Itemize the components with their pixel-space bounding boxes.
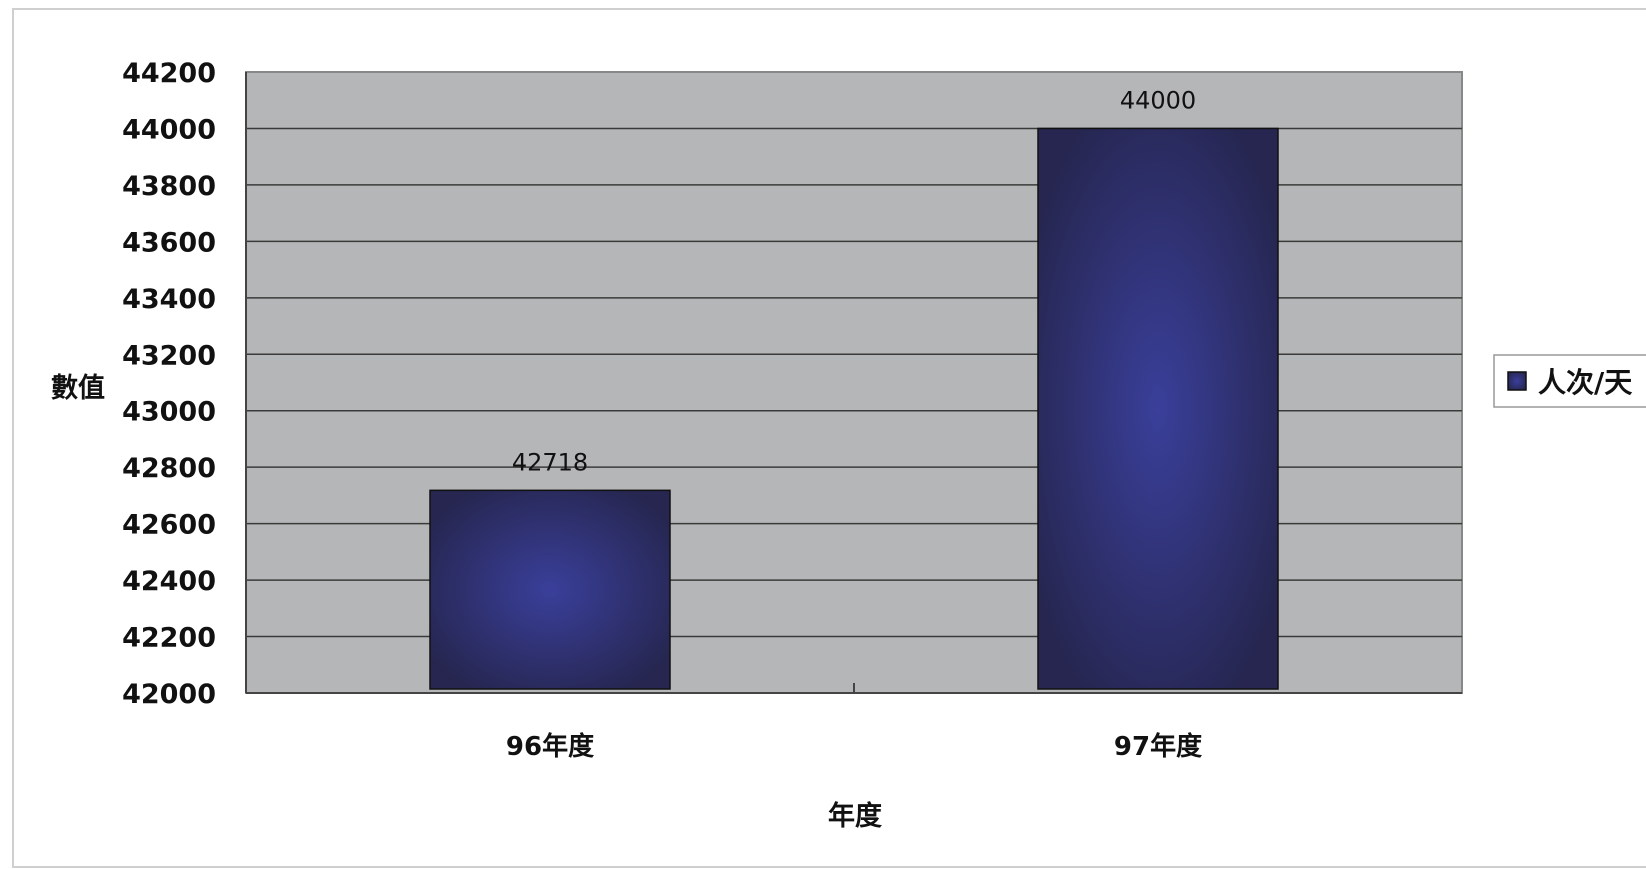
y-tick-label: 42000: [122, 679, 216, 710]
bar: [1037, 127, 1279, 690]
y-tick-label: 43800: [122, 171, 216, 202]
legend: 人次/天: [1493, 354, 1646, 408]
y-tick-label: 43600: [122, 227, 216, 258]
y-tick-label: 44200: [122, 58, 216, 89]
y-axis-ticks: 42000 42200 42400 42600 42800 43000 43200 43400…: [122, 58, 216, 710]
bar: [429, 489, 671, 690]
bars: 42718 44000: [429, 86, 1279, 690]
legend-swatch: [1507, 371, 1527, 391]
y-tick-label: 43400: [122, 284, 216, 315]
data-label: 44000: [1120, 86, 1196, 114]
y-tick-label: 44000: [122, 114, 216, 145]
legend-label: 人次/天: [1538, 366, 1632, 399]
x-axis-title: 年度: [828, 800, 882, 832]
x-tick-label: 97年度: [1114, 731, 1202, 762]
y-tick-label: 42400: [122, 566, 216, 597]
x-tick-label: 96年度: [506, 731, 594, 762]
y-tick-label: 42800: [122, 453, 216, 484]
y-tick-label: 43200: [122, 340, 216, 371]
y-axis-title: 數值: [51, 373, 105, 404]
y-tick-label: 43000: [122, 397, 216, 428]
data-label: 42718: [512, 448, 588, 476]
x-axis-ticks: 96年度 97年度: [506, 731, 1202, 762]
plot-area: [245, 71, 1463, 694]
y-tick-label: 42600: [122, 510, 216, 541]
y-tick-label: 42200: [122, 623, 216, 654]
